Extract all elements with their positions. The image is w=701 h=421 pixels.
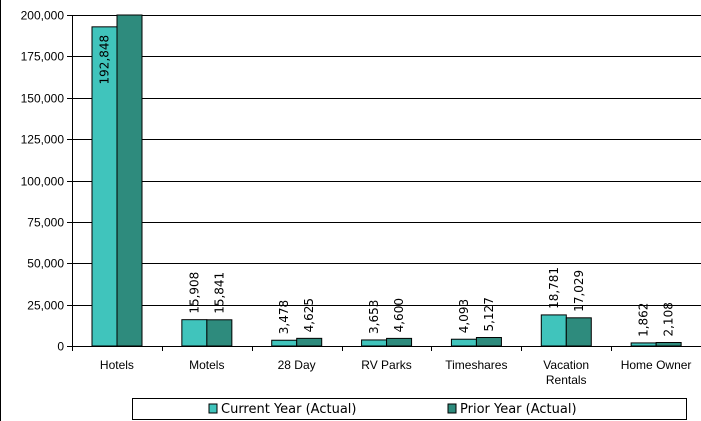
bar-prior	[655, 342, 682, 347]
x-tick-label: Motels	[189, 358, 224, 372]
bar-current	[540, 314, 567, 347]
y-tick-label: 25,000	[27, 299, 64, 313]
data-label: 18,781	[547, 267, 561, 309]
x-tick-label: Home Owner	[621, 358, 692, 372]
x-tick-label: RV Parks	[361, 358, 411, 372]
x-tick-label: Vacation	[543, 358, 589, 372]
y-tick-label: 150,000	[21, 92, 65, 106]
x-tick-label: 28 Day	[278, 358, 316, 372]
bar-current	[361, 339, 388, 347]
bars	[91, 14, 682, 347]
legend-box	[132, 398, 687, 420]
x-tick-label: Rentals	[546, 373, 587, 387]
x-tick-label: Hotels	[100, 358, 134, 372]
data-label: 3,478	[277, 300, 291, 334]
bar-prior	[565, 317, 592, 347]
bar-prior	[296, 337, 323, 347]
data-label: 15,908	[187, 272, 201, 314]
bar-prior	[475, 337, 502, 347]
data-label: 17,029	[572, 270, 586, 312]
bar-prior	[116, 14, 143, 347]
bar-prior	[206, 319, 233, 347]
data-label: 2,108	[662, 302, 676, 336]
y-tick-label: 200,000	[21, 9, 65, 23]
data-label: 5,127	[482, 297, 496, 331]
data-label: 15,841	[212, 272, 226, 314]
legend-label: Prior Year (Actual)	[460, 402, 577, 417]
data-label: 3,653	[367, 300, 381, 334]
axes: 0 25,000 50,000 75,000 100,000 125,000 150,000…	[21, 9, 701, 387]
y-tick-label: 175,000	[21, 50, 65, 64]
y-tick-label: 100,000	[21, 175, 65, 189]
data-label: 192,848	[98, 35, 112, 85]
data-label: 4,625	[302, 298, 316, 332]
bar-current	[271, 339, 298, 347]
data-label: 4,093	[457, 299, 471, 333]
legend-swatch	[208, 403, 218, 414]
y-tick-label: 0	[57, 340, 64, 354]
data-labels: 192,848 15,908 3,478 3,653 4,093 18,781 1,862 1…	[98, 35, 676, 337]
y-tick-label: 125,000	[21, 133, 65, 147]
x-tick-label: Timeshares	[445, 358, 507, 372]
bar-current	[450, 338, 477, 347]
legend-label: Current Year (Actual)	[221, 402, 356, 417]
data-label: 1,862	[637, 303, 651, 337]
bar-prior	[386, 337, 413, 347]
legend: Current Year (Actual) Prior Year (Actual)	[132, 398, 687, 420]
y-tick-label: 75,000	[27, 216, 64, 230]
bar-current	[181, 319, 208, 347]
y-tick-label: 50,000	[27, 257, 64, 271]
legend-swatch	[447, 403, 457, 414]
data-label: 4,600	[392, 298, 406, 332]
bar-current	[630, 342, 657, 347]
